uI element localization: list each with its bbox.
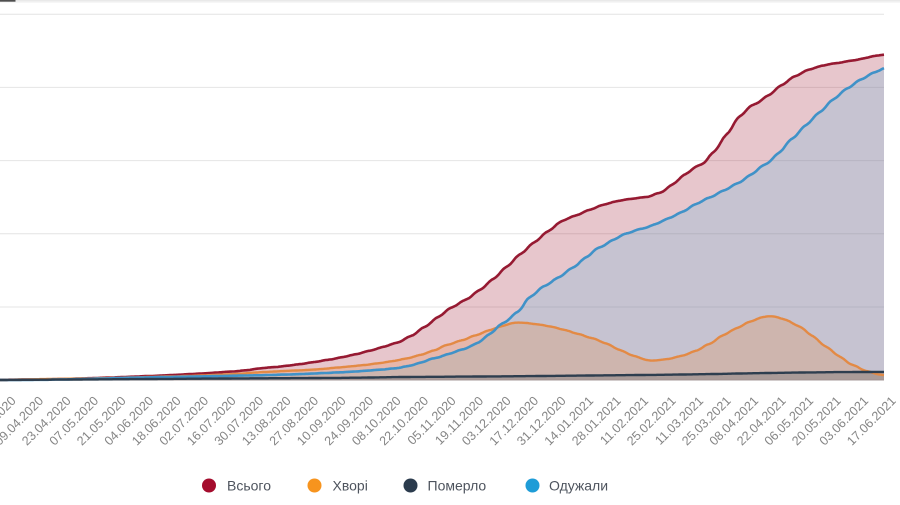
svg-text:Всього: Всього (227, 478, 271, 494)
svg-text:Хворі: Хворі (333, 478, 368, 494)
svg-text:Померло: Померло (428, 478, 487, 494)
svg-text:Одужали: Одужали (549, 478, 608, 494)
